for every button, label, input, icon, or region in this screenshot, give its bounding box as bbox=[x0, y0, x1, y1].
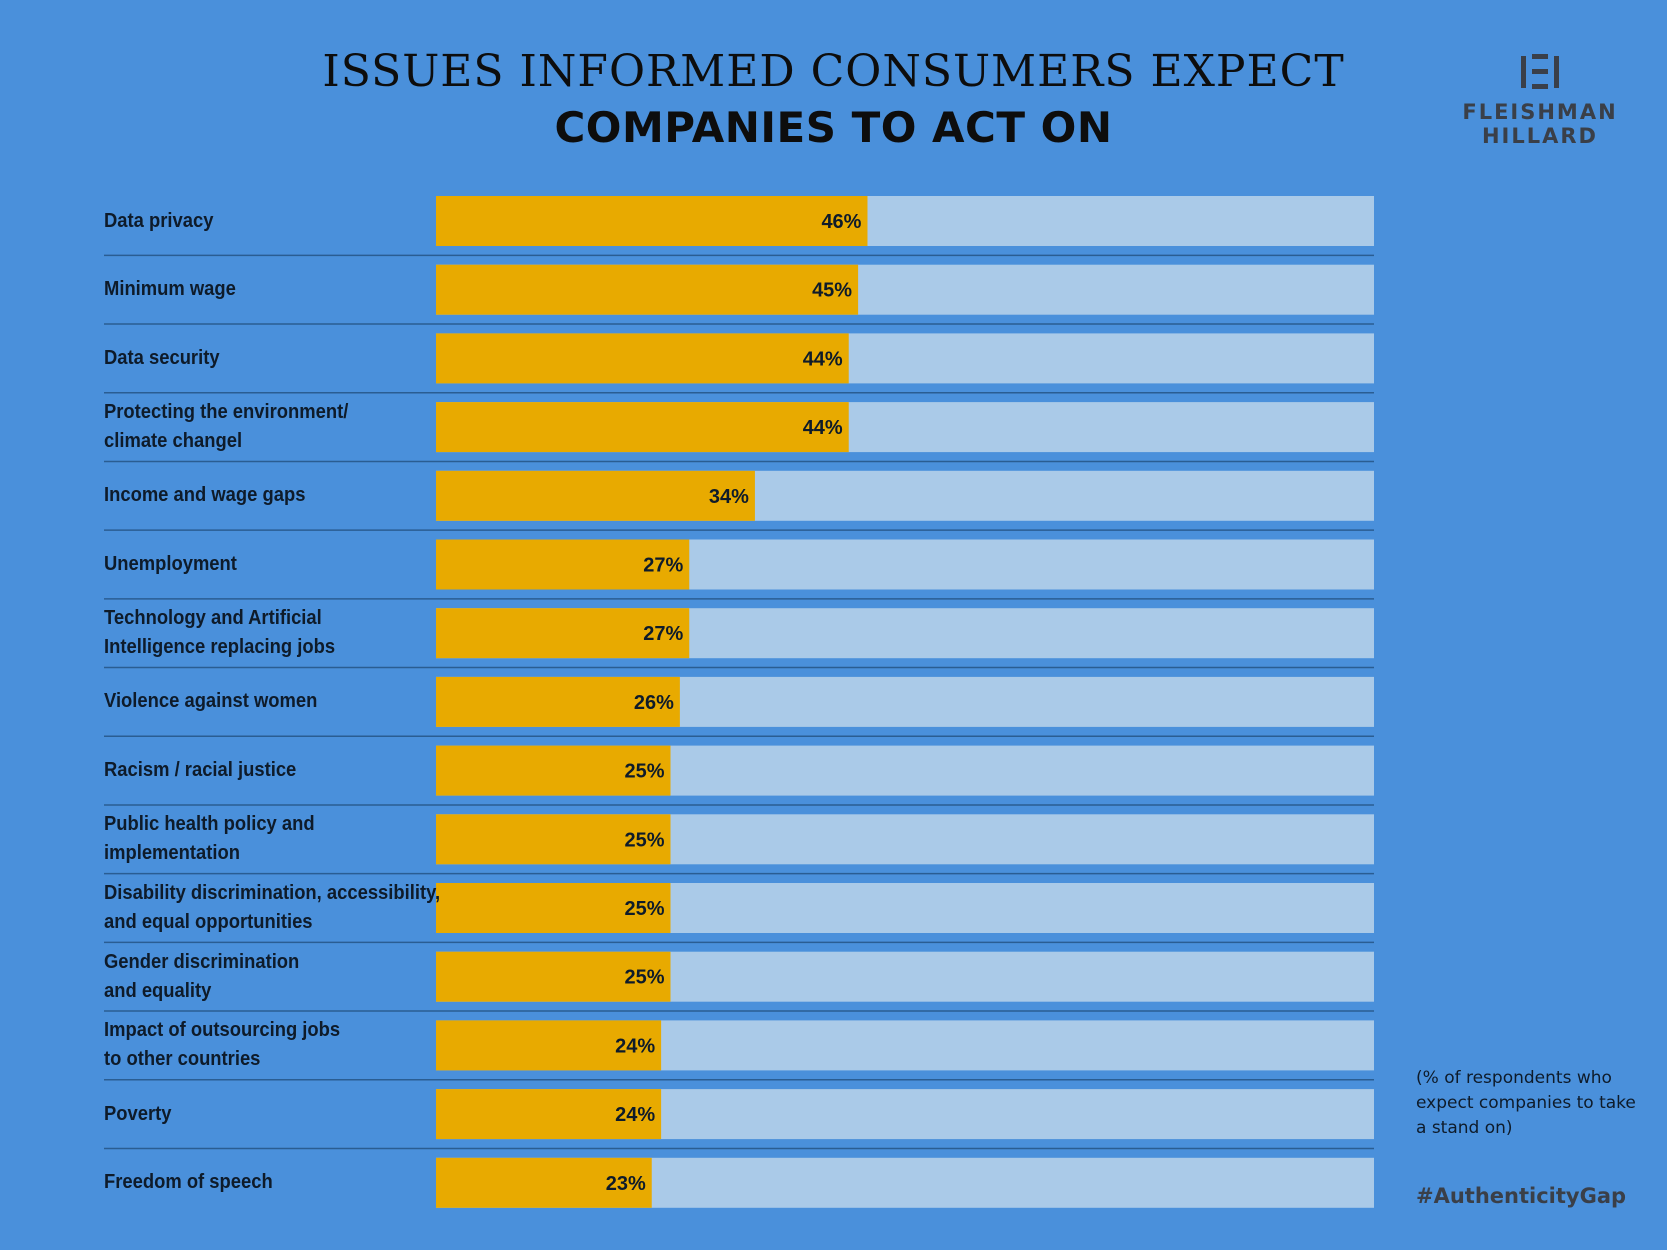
category-label-line: Public health policy and bbox=[104, 813, 315, 836]
category-label-line: and equal opportunities bbox=[104, 911, 313, 933]
category-label-line: Data privacy bbox=[104, 209, 214, 232]
data-label: 44% bbox=[803, 417, 843, 439]
category-label-line: Unemployment bbox=[104, 553, 237, 575]
category-label-line: Violence against women bbox=[104, 690, 318, 713]
category-label: Unemployment bbox=[104, 550, 408, 579]
data-label: 27% bbox=[643, 555, 683, 577]
category-label-line: Disability discrimination, accessibility… bbox=[104, 882, 441, 904]
category-label-line: Minimum wage bbox=[104, 278, 236, 301]
chart-note: (% of respondents who expect companies t… bbox=[1416, 1068, 1636, 1138]
data-label: 24% bbox=[615, 1104, 655, 1126]
category-label: Public health policy and implementation bbox=[104, 810, 408, 868]
bar bbox=[436, 814, 671, 865]
bar bbox=[436, 608, 690, 659]
category-label: Data security bbox=[104, 344, 408, 373]
bar bbox=[436, 264, 859, 315]
data-label: 46% bbox=[821, 211, 861, 233]
fleishman-hillard-logo-icon bbox=[1521, 54, 1559, 89]
logo-line-1: FLEISHMAN bbox=[1462, 100, 1618, 124]
title-line-2: COMPANIES TO ACT ON bbox=[554, 103, 1113, 152]
data-label: 23% bbox=[606, 1173, 646, 1195]
category-label: Impact of outsourcing jobs to other count… bbox=[104, 1016, 408, 1074]
category-label: Protecting the environment/climate chang… bbox=[104, 398, 408, 456]
data-label: 24% bbox=[615, 1035, 655, 1057]
category-label: Minimum wage bbox=[104, 275, 408, 304]
category-label-line: implementation bbox=[104, 842, 240, 865]
bar bbox=[436, 676, 680, 727]
data-label: 34% bbox=[709, 486, 749, 508]
bar bbox=[436, 883, 671, 933]
bar bbox=[436, 951, 671, 1002]
category-label: Data privacy bbox=[104, 207, 408, 236]
category-label: Violence against women bbox=[104, 687, 408, 716]
brand-logo: FLEISHMAN HILLARD bbox=[1455, 50, 1625, 148]
data-label: 45% bbox=[812, 280, 852, 302]
data-label: 44% bbox=[803, 348, 843, 370]
category-label: Technology and Artificial Intelligence re… bbox=[104, 604, 408, 662]
category-label-line: and equality bbox=[104, 979, 212, 1002]
category-label: Racism / racial justice bbox=[104, 756, 408, 785]
category-label-line: Protecting the environment/ bbox=[104, 401, 349, 424]
category-label-line: Poverty bbox=[104, 1102, 172, 1125]
title-line-1: ISSUES INFORMED CONSUMERS EXPECT bbox=[322, 46, 1345, 97]
category-label-line: to other countries bbox=[104, 1048, 261, 1071]
category-label-line: Intelligence replacing jobs bbox=[104, 636, 336, 659]
bar bbox=[436, 402, 849, 453]
category-label: Gender discrimination and equality bbox=[104, 948, 408, 1006]
data-label: 27% bbox=[643, 623, 683, 645]
bar bbox=[436, 333, 849, 384]
data-label: 25% bbox=[624, 829, 664, 851]
bar bbox=[436, 745, 671, 796]
bar bbox=[436, 1089, 662, 1140]
chart-title: ISSUES INFORMED CONSUMERS EXPECT COMPANI… bbox=[0, 44, 1667, 156]
bar bbox=[436, 1020, 662, 1071]
category-label: Poverty bbox=[104, 1100, 408, 1129]
hashtag: #AuthenticityGap bbox=[1416, 1184, 1627, 1208]
data-label: 25% bbox=[624, 898, 664, 920]
data-label: 25% bbox=[624, 967, 664, 989]
logo-line-2: HILLARD bbox=[1481, 124, 1598, 148]
category-label-line: Impact of outsourcing jobs bbox=[104, 1019, 341, 1042]
category-label-line: Data security bbox=[104, 346, 220, 369]
category-label: Disability discrimination, accessibility… bbox=[104, 879, 441, 937]
bar bbox=[436, 1157, 652, 1208]
data-label: 25% bbox=[624, 761, 664, 783]
category-label-line: Technology and Artificial bbox=[104, 607, 322, 630]
category-label-line: Gender discrimination bbox=[104, 950, 300, 973]
data-label: 26% bbox=[634, 692, 674, 714]
category-label: Freedom of speech bbox=[104, 1168, 408, 1197]
category-label: Income and wage gaps bbox=[104, 481, 408, 510]
bar bbox=[436, 196, 868, 246]
category-label-line: Racism / racial justice bbox=[104, 759, 297, 782]
bar bbox=[436, 470, 755, 521]
category-label-line: Income and wage gaps bbox=[104, 484, 306, 507]
bar bbox=[436, 539, 690, 590]
category-label-line: Freedom of speech bbox=[104, 1171, 273, 1194]
category-label-line: climate changel bbox=[104, 430, 243, 453]
